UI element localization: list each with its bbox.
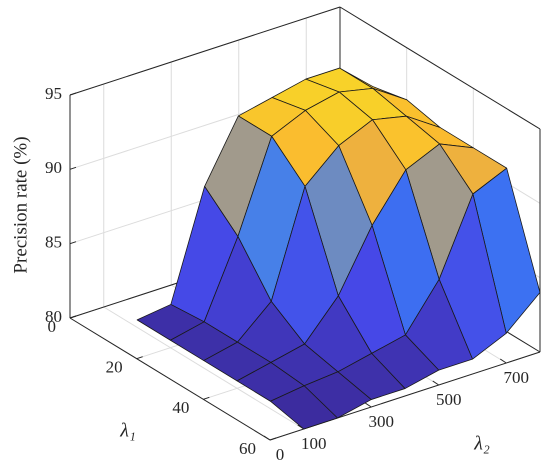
tick-mark [263, 435, 271, 441]
tick-mark [432, 380, 440, 386]
axis-line [339, 6, 541, 130]
tick-mark [69, 241, 77, 245]
tick-mark [69, 92, 77, 96]
tick-mark [499, 358, 507, 364]
y-tick-label: 0 [276, 445, 285, 464]
tick-mark [69, 166, 77, 170]
axis-line [69, 6, 341, 96]
tick-mark [69, 315, 77, 319]
z-tick-label: 95 [45, 84, 62, 103]
z-tick-label: 85 [45, 233, 62, 252]
x-axis-label: λ₁ [119, 420, 136, 442]
y-axis-label: λ₂ [473, 433, 490, 455]
x-tick-label: 60 [239, 439, 256, 458]
y-tick-label: 100 [301, 434, 327, 453]
z-tick-label: 90 [45, 158, 62, 177]
x-tick-label: 0 [48, 317, 57, 336]
y-tick-label: 500 [436, 390, 462, 409]
grid-line [103, 306, 305, 430]
axis-line [69, 317, 271, 441]
y-tick-label: 700 [504, 368, 530, 387]
z-axis-label: Precision rate (%) [10, 136, 31, 273]
z-tick-label: 80 [45, 307, 62, 326]
tick-mark [203, 396, 210, 400]
y-tick-label: 300 [369, 412, 395, 431]
x-tick-label: 40 [172, 398, 189, 417]
x-tick-label: 20 [106, 358, 123, 377]
tick-mark [136, 356, 143, 360]
tick-mark [364, 402, 372, 408]
tick-mark [269, 437, 277, 441]
surface-patch [270, 385, 338, 430]
